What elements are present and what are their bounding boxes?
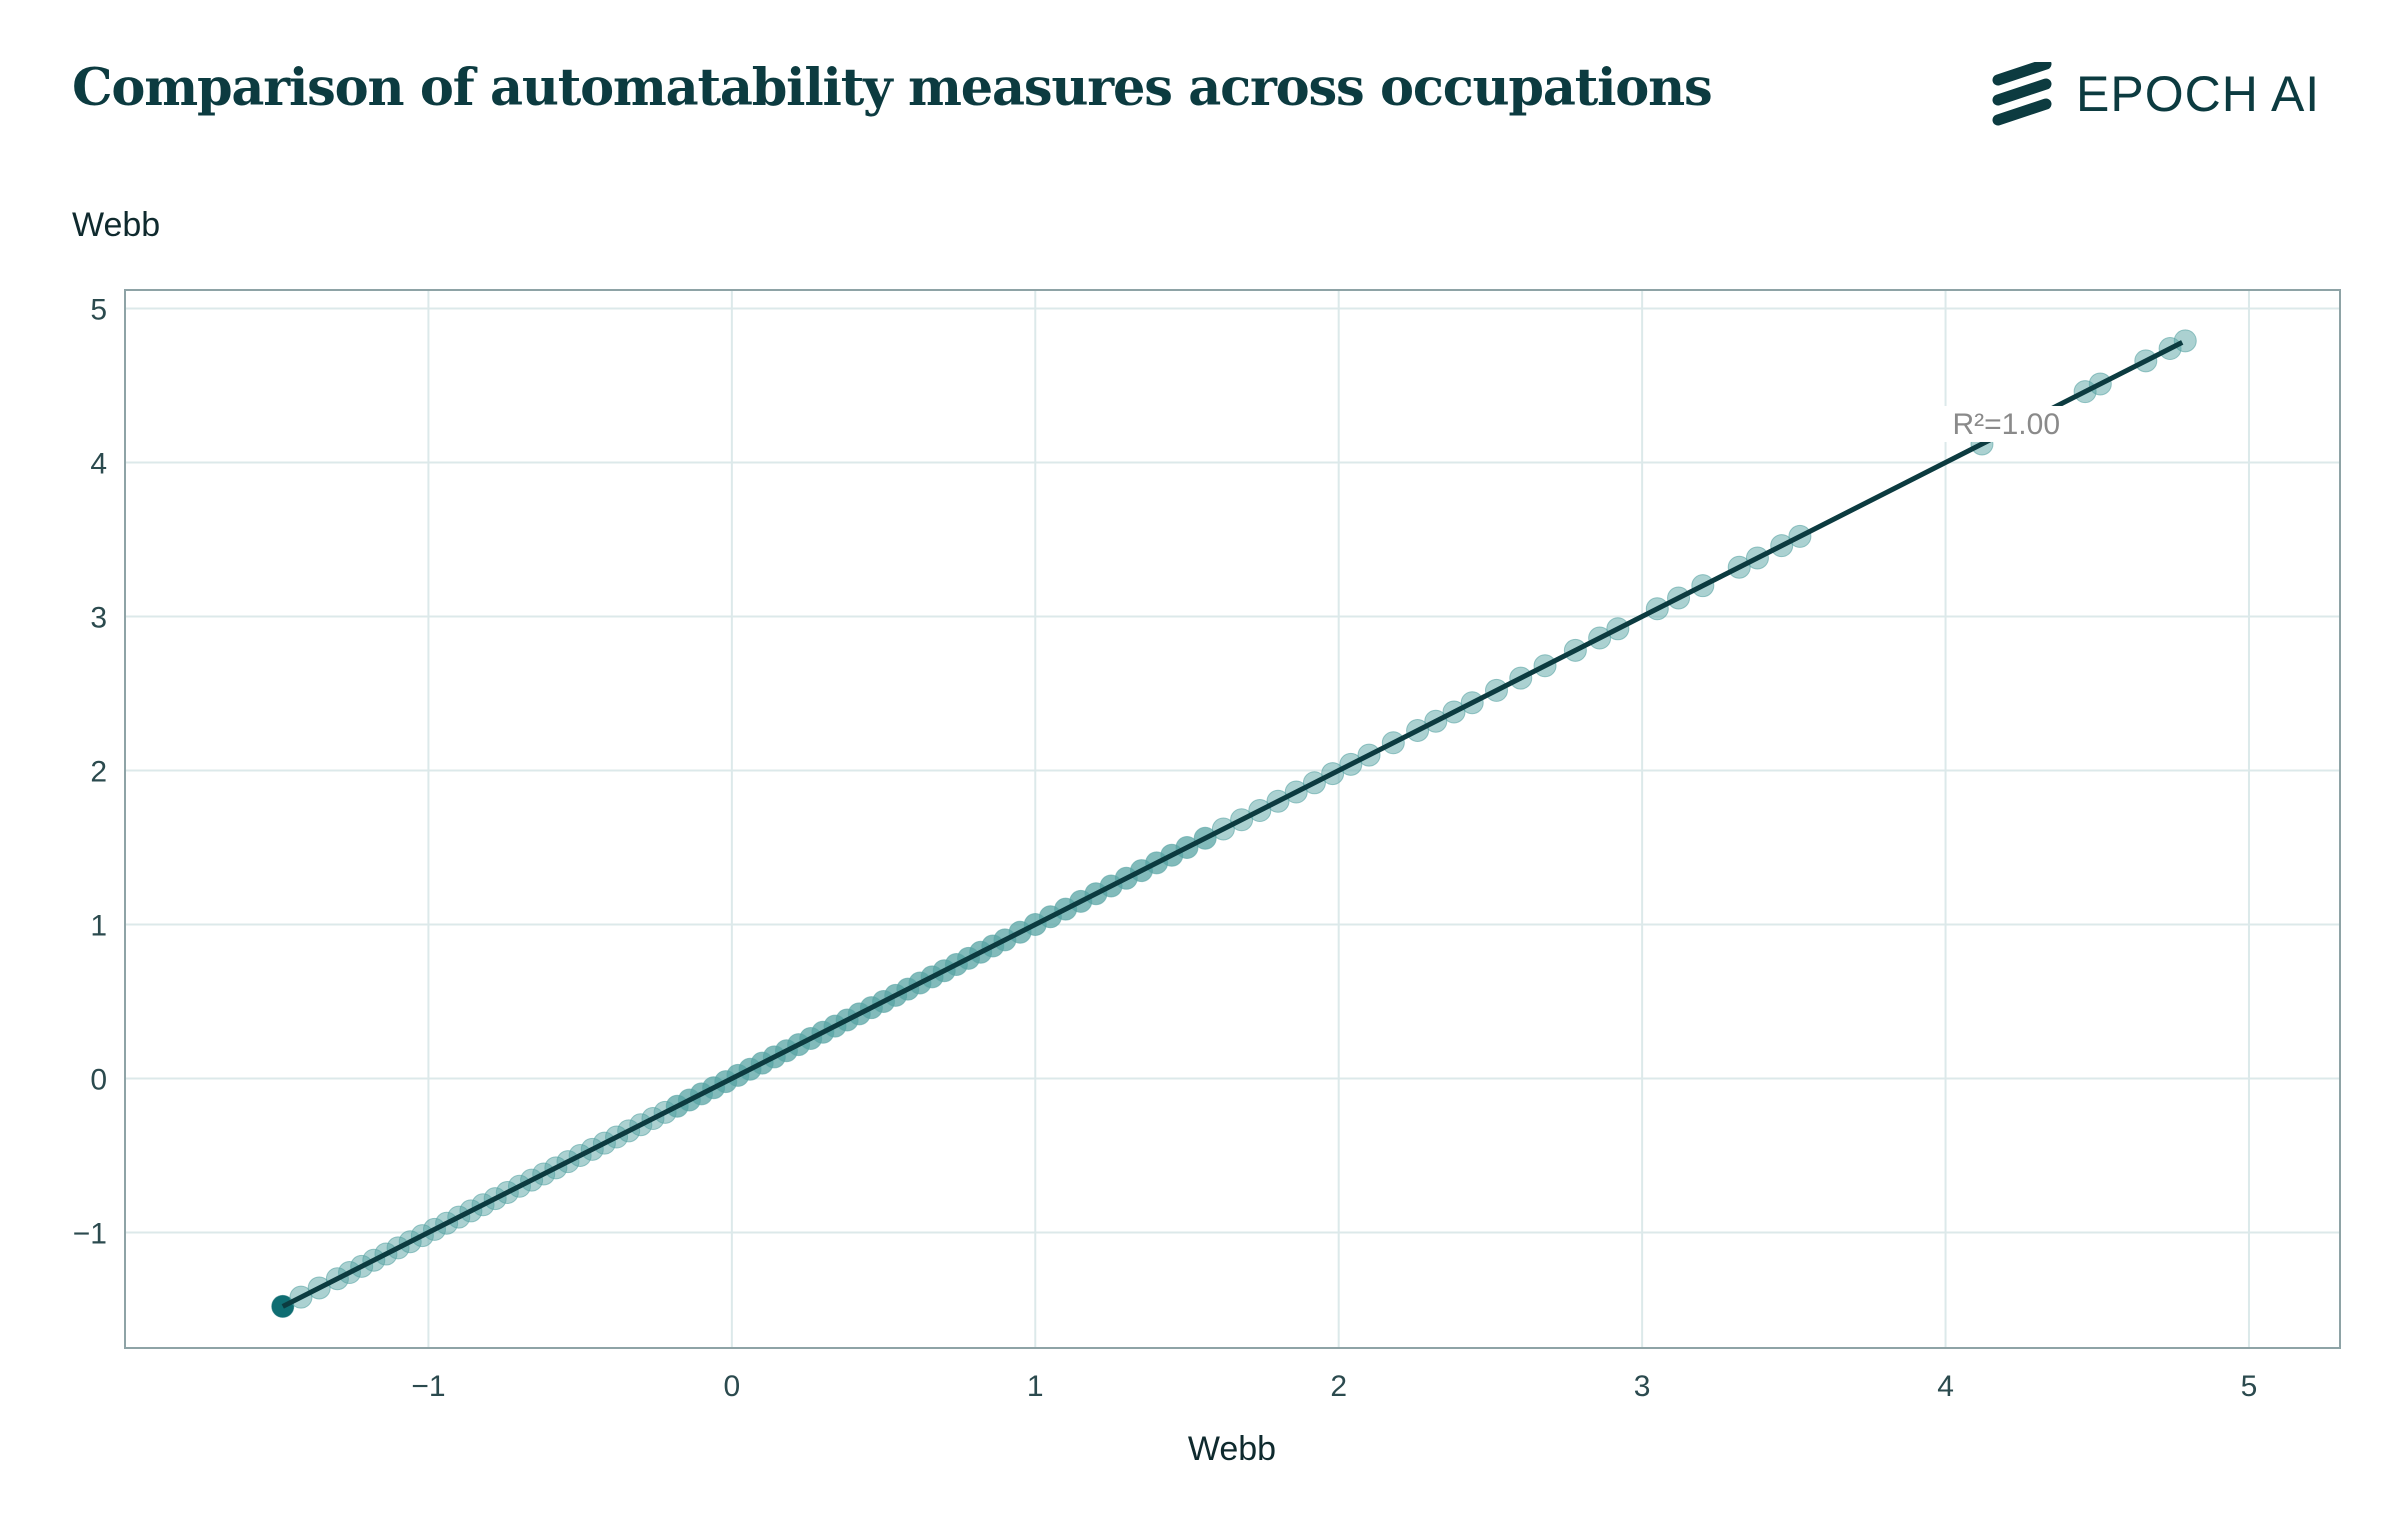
y-tick-label: 4 [90, 447, 107, 480]
x-tick-label: 2 [1330, 1370, 1347, 1403]
logo-mark-icon [1992, 58, 2052, 126]
x-tick-label: 1 [1027, 1370, 1044, 1403]
x-tick-label: 0 [724, 1370, 741, 1403]
plot-frame [124, 289, 2341, 1349]
x-tick-label: 3 [1634, 1370, 1651, 1403]
tick-labels: −1 0 1 2 3 4 5 −1 0 1 2 3 4 5 [73, 293, 2258, 1403]
grid-lines [125, 290, 2340, 1348]
y-tick-label: 2 [90, 755, 107, 788]
chart-title: Comparison of automatability measures ac… [72, 58, 1713, 118]
y-tick-label: 5 [90, 293, 107, 326]
y-tick-label: −1 [73, 1217, 107, 1250]
logo-text: EPOCH AI [2076, 66, 2321, 122]
x-axis-title: Webb [1188, 1430, 1276, 1468]
fit-line [281, 340, 2184, 1309]
y-axis-title: Webb [72, 206, 160, 244]
y-tick-label: 0 [90, 1063, 107, 1096]
x-tick-label: −1 [411, 1370, 445, 1403]
r-squared-annotation: R²=1.00 [1952, 408, 2060, 441]
y-tick-label: 3 [90, 601, 107, 634]
x-tick-label: 5 [2241, 1370, 2258, 1403]
data-point [2173, 329, 2197, 353]
annotation-background [1944, 405, 2069, 442]
x-tick-label: 4 [1937, 1370, 1954, 1403]
y-tick-label: 1 [90, 909, 107, 942]
epoch-ai-logo: EPOCH AI [1990, 58, 2350, 126]
